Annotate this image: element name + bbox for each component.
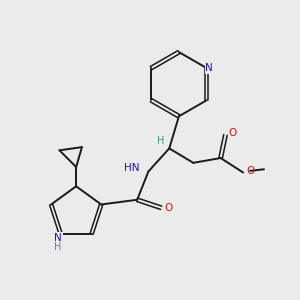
Text: H: H [157,136,164,146]
Text: O: O [164,203,172,213]
Text: N: N [54,233,62,243]
Text: O: O [228,128,237,138]
Text: H: H [54,242,62,252]
Text: HN: HN [124,163,140,173]
Text: N: N [206,63,213,73]
Text: O: O [246,166,254,176]
